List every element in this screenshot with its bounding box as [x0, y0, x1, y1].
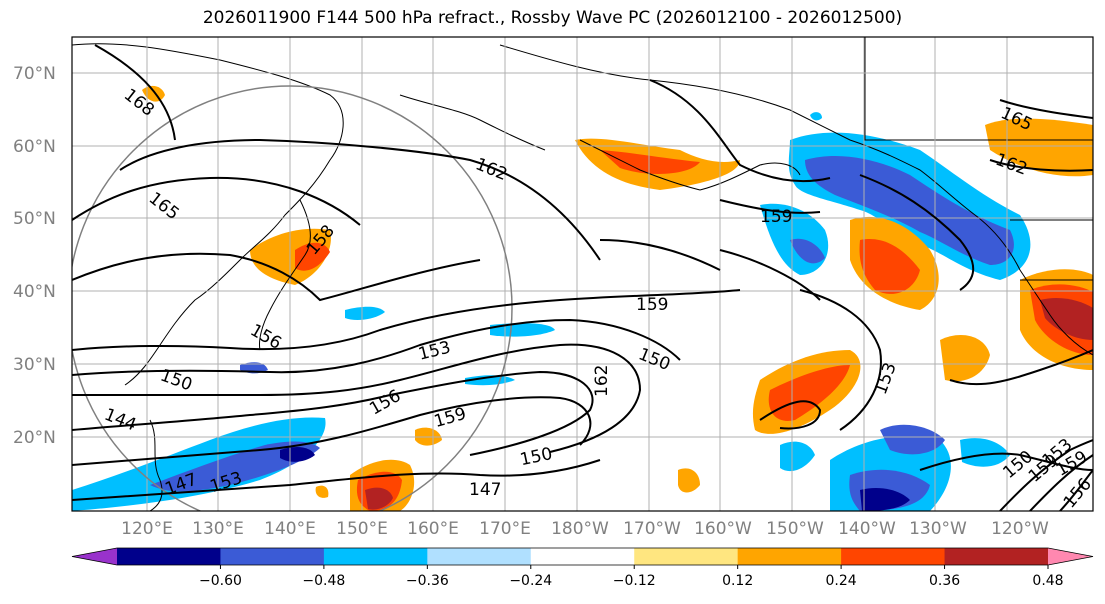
lat-label: 20°N: [13, 428, 56, 448]
contour-label: 159: [760, 207, 792, 227]
colorbar-segment: [737, 548, 842, 565]
lat-label: 60°N: [13, 137, 56, 157]
colorbar-extend-high: [1048, 548, 1093, 565]
colorbar-tick-label: 0.12: [722, 573, 753, 589]
colorbar-segment: [323, 548, 428, 565]
colorbar-tick-label: 0.36: [929, 573, 960, 589]
anomaly-fill-layer: [72, 85, 1093, 511]
colorbar-segment: [944, 548, 1049, 565]
reference-circle: [72, 85, 513, 511]
colorbar-segment: [220, 548, 325, 565]
colorbar-extend-low: [72, 548, 117, 565]
colorbar: −0.60 −0.48 −0.36 −0.24 −0.12 0.12 0.24 0.36 0.4…: [71, 547, 1094, 589]
latitude-labels: 70°N 60°N 50°N 40°N 30°N 20°N: [13, 64, 56, 448]
lon-label: 130°W: [909, 519, 967, 539]
lon-label: 180°W: [551, 519, 609, 539]
lon-label: 140°E: [264, 519, 316, 539]
lat-label: 40°N: [13, 282, 56, 302]
lon-label: 160°E: [407, 519, 459, 539]
lon-label: 170°E: [479, 519, 531, 539]
colorbar-segment: [117, 548, 221, 565]
lat-label: 50°N: [13, 209, 56, 229]
lon-label: 120°W: [991, 519, 1049, 539]
contour-layer: [72, 44, 1093, 511]
colorbar-segment: [634, 548, 739, 565]
lon-label: 170°W: [623, 519, 681, 539]
lon-label: 130°E: [192, 519, 244, 539]
lon-label: 140°W: [838, 519, 896, 539]
colorbar-tick-label: −0.60: [199, 573, 242, 589]
lat-label: 30°N: [13, 355, 56, 375]
lon-label: 150°E: [336, 519, 388, 539]
colorbar-tick-label: −0.36: [406, 573, 449, 589]
colorbar-tick-label: 0.24: [826, 573, 857, 589]
colorbar-outline: [71, 547, 1094, 566]
colorbar-tick-label: −0.48: [302, 573, 345, 589]
longitude-labels: 120°E 130°E 140°E 150°E 160°E 170°E 180°…: [121, 519, 1049, 539]
contour-label: 162: [592, 365, 612, 397]
colorbar-segment: [530, 548, 635, 565]
colorbar-segment: [841, 548, 946, 565]
map-title: 2026011900 F144 500 hPa refract., Rossby…: [202, 8, 903, 28]
colorbar-tick-label: −0.24: [509, 573, 552, 589]
colorbar-tick-label: −0.12: [613, 573, 656, 589]
map-frame: [71, 36, 1094, 512]
colorbar-tick-label: 0.48: [1032, 573, 1063, 589]
graticule: [72, 37, 1093, 511]
contour-label: 147: [469, 480, 501, 500]
lon-label: 150°W: [766, 519, 824, 539]
lon-label: 120°E: [121, 519, 173, 539]
lon-label: 160°W: [694, 519, 752, 539]
colorbar-segment: [427, 548, 532, 565]
lat-label: 70°N: [13, 64, 56, 84]
contour-label: 159: [636, 295, 668, 315]
